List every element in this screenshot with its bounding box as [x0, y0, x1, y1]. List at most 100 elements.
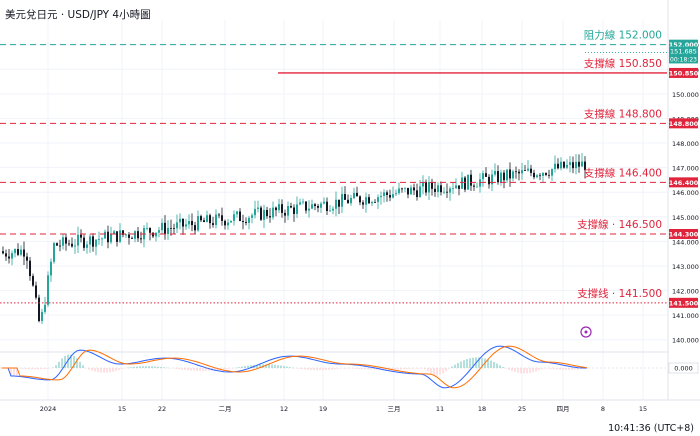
candle-body — [113, 231, 115, 235]
candle-body — [566, 164, 568, 168]
candle-body — [215, 214, 217, 225]
macd-histogram-bar — [568, 368, 570, 370]
macd-histogram-bar — [220, 368, 222, 370]
candle-body — [389, 194, 391, 198]
macd-histogram-bar — [178, 368, 180, 370]
macd-histogram-bar — [226, 368, 228, 370]
candle-body — [11, 253, 13, 259]
candle-body — [92, 236, 94, 247]
macd-histogram-bar — [406, 368, 408, 370]
candle-body — [281, 204, 283, 213]
x-tick-label: 三月 — [388, 405, 401, 413]
candle-body — [449, 188, 451, 193]
candle-body — [488, 176, 490, 185]
macd-histogram-bar — [169, 368, 171, 369]
macd-histogram-bar — [112, 368, 114, 372]
candle-body — [5, 253, 7, 257]
macd-histogram-bar — [79, 361, 81, 368]
y-tick-label: 148.000 — [672, 140, 699, 148]
candle-body — [353, 192, 355, 199]
macd-histogram-bar — [301, 368, 303, 370]
macd-histogram-bar — [187, 368, 189, 371]
candle-body — [362, 202, 364, 205]
macd-histogram-bar — [142, 366, 144, 368]
alert-marker-dot — [584, 330, 588, 334]
level-price-tag-text-1: 150.850 — [669, 69, 699, 77]
macd-histogram-bar — [577, 368, 579, 370]
candle-body — [194, 225, 196, 231]
level-price-tag-text-3: 146.400 — [669, 179, 699, 187]
candle-body — [332, 208, 334, 211]
candle-body — [515, 171, 517, 173]
macd-histogram-bar — [415, 368, 417, 369]
candle-body — [107, 231, 109, 243]
macd-histogram-bar — [493, 362, 495, 368]
candle-body — [209, 215, 211, 224]
candle-body — [293, 207, 295, 214]
candle-body — [110, 234, 112, 243]
candle-body — [311, 204, 313, 209]
macd-histogram-bar — [433, 368, 435, 375]
macd-histogram-bar — [334, 368, 336, 370]
candle-body — [473, 185, 475, 187]
chart-title: 美元兌日元 · USD/JPY 4小時圖 — [5, 9, 151, 21]
level-price-tag-0 — [669, 39, 698, 50]
macd-histogram-bar — [490, 360, 492, 368]
candle-body — [170, 227, 172, 229]
macd-histogram-bar — [250, 365, 252, 368]
candle-body — [269, 216, 271, 218]
candle-body — [371, 201, 373, 204]
candle-body — [80, 234, 82, 238]
candle-body — [38, 297, 40, 322]
macd-histogram-bar — [430, 368, 432, 374]
candle-body — [221, 215, 223, 221]
candle-body — [200, 216, 202, 221]
level-label-3: 支撐線 146.400 — [584, 166, 662, 179]
macd-histogram-bar — [13, 368, 15, 377]
candle-body — [83, 237, 85, 248]
candle-body — [176, 222, 178, 229]
macd-histogram-bar — [370, 368, 372, 370]
macd-histogram-bar — [319, 368, 321, 371]
candle-body — [248, 217, 250, 223]
candle-body — [317, 206, 319, 208]
macd-histogram-bar — [355, 368, 357, 369]
candle-body — [119, 230, 121, 242]
candle-body — [443, 191, 445, 193]
candle-body — [557, 163, 559, 169]
candle-body — [77, 234, 79, 246]
candle-body — [188, 221, 190, 225]
macd-histogram-bar — [139, 366, 141, 368]
macd-histogram-bar — [22, 368, 24, 369]
macd-histogram-bar — [214, 368, 216, 371]
macd-histogram-bar — [16, 368, 18, 377]
candle-body — [485, 173, 487, 177]
candle-body — [251, 215, 253, 218]
macd-histogram-bar — [49, 368, 51, 369]
macd-histogram-bar — [145, 366, 147, 368]
candle-body — [374, 201, 376, 203]
macd-histogram-bar — [373, 368, 375, 370]
candle-body — [245, 221, 247, 223]
candle-body — [68, 243, 70, 245]
macd-histogram-bar — [37, 368, 39, 370]
candle-body — [560, 161, 562, 169]
candle-body — [452, 188, 454, 189]
macd-histogram-bar — [19, 368, 21, 369]
x-tick-label: 四月 — [557, 405, 570, 413]
candle-body — [350, 198, 352, 204]
macd-histogram-bar — [61, 358, 63, 368]
candle-body — [578, 161, 580, 167]
macd-histogram-bar — [466, 359, 468, 368]
candle-body — [95, 239, 97, 247]
macd-histogram-bar — [70, 354, 72, 368]
candle-body — [59, 245, 61, 247]
macd-histogram-bar — [439, 368, 441, 375]
candle-body — [413, 187, 415, 191]
macd-histogram-bar — [73, 355, 75, 368]
macd-histogram-bar — [424, 368, 426, 370]
x-tick-label: 11 — [436, 405, 444, 413]
macd-histogram-bar — [409, 368, 411, 369]
macd-histogram-bar — [505, 368, 507, 369]
